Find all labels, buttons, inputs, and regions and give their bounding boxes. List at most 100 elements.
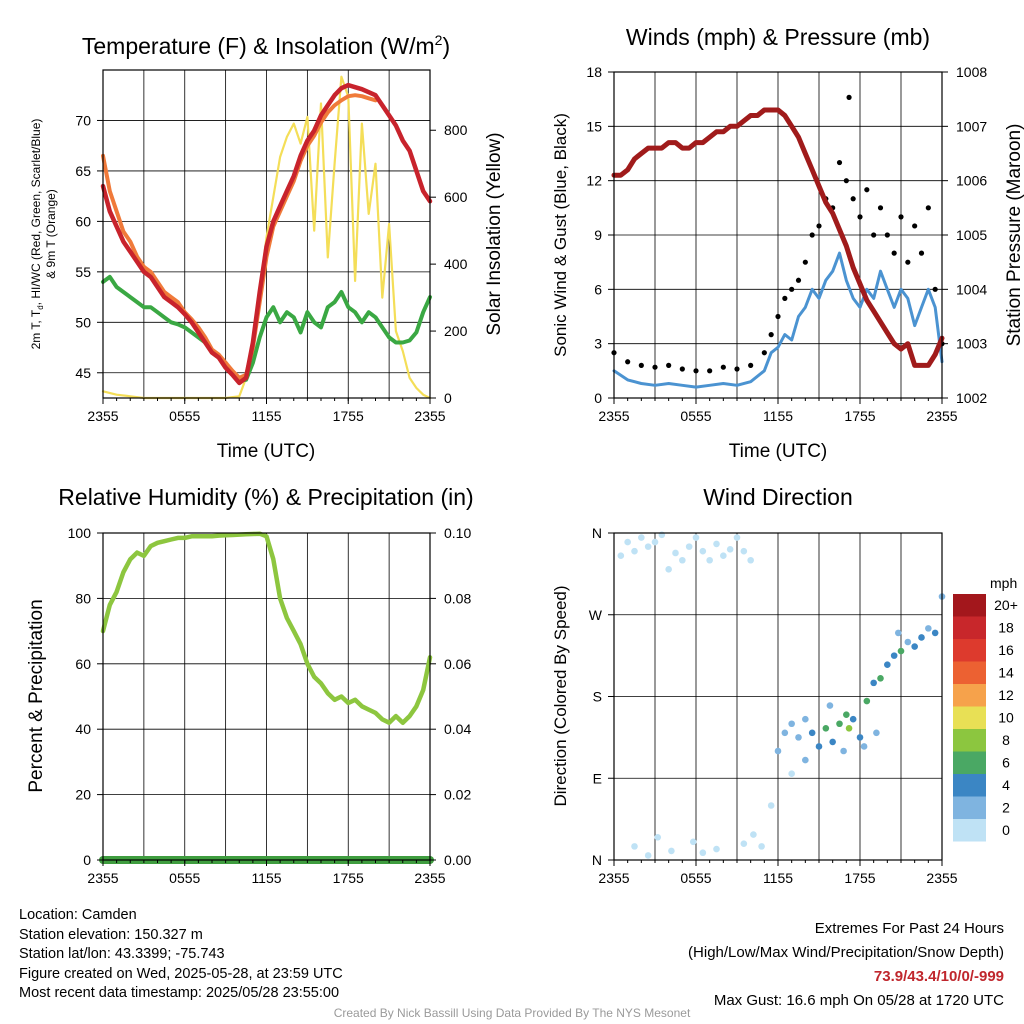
temperature-ytick-label: 65 bbox=[75, 163, 91, 179]
colorbar-swatch bbox=[953, 819, 986, 842]
direction-point bbox=[802, 715, 809, 723]
humidity-xtick-label: 0555 bbox=[169, 870, 200, 886]
temperature-xtick-label: 1755 bbox=[333, 408, 364, 424]
direction-point bbox=[884, 661, 891, 669]
direction-xtick-label: 2355 bbox=[598, 870, 629, 886]
figure-created: Figure created on Wed, 2025-05-28, at 23… bbox=[19, 965, 343, 982]
temperature-xtick-label: 2355 bbox=[414, 408, 445, 424]
direction-point bbox=[644, 543, 652, 550]
direction-point bbox=[689, 838, 697, 846]
humidity-ytick-label: 0.02 bbox=[444, 787, 471, 803]
gust-point bbox=[918, 250, 925, 256]
direction-xtick-label: 0555 bbox=[680, 870, 711, 886]
direction-point bbox=[877, 675, 884, 682]
winds-ytick-label: 15 bbox=[586, 118, 602, 134]
winds-ytick-label: 1006 bbox=[956, 173, 987, 189]
colorbar-swatch bbox=[953, 796, 986, 819]
gust-point bbox=[707, 368, 713, 374]
winds-ytick-label: 1004 bbox=[956, 281, 987, 297]
colorbar-label: 20+ bbox=[994, 597, 1018, 613]
direction-point bbox=[624, 538, 631, 546]
temperature-ytick-label: 0 bbox=[444, 390, 452, 406]
humidity-panel: Relative Humidity (%) & Precipitation (i… bbox=[26, 484, 474, 886]
temperature-ylabel-right: Solar Insolation (Yellow) bbox=[484, 132, 505, 335]
temperature-ytick-label: 600 bbox=[444, 189, 468, 205]
direction-ticks: 2355 0555 1155 1755 2355 N E S W N bbox=[589, 525, 958, 886]
direction-point bbox=[699, 547, 707, 555]
gust-point bbox=[816, 223, 822, 229]
colorbar-label: 10 bbox=[998, 710, 1014, 726]
direction-point bbox=[617, 552, 625, 560]
direction-title: Wind Direction bbox=[703, 484, 853, 510]
winds-ytick-label: 6 bbox=[594, 281, 602, 297]
direction-point bbox=[720, 552, 727, 560]
direction-point bbox=[802, 756, 809, 764]
gust-point bbox=[891, 250, 897, 256]
direction-point bbox=[808, 729, 816, 737]
colorbar-swatch bbox=[953, 751, 986, 774]
station-location: Location: Camden bbox=[19, 907, 137, 923]
direction-point bbox=[631, 843, 638, 850]
humidity-ytick-label: 40 bbox=[75, 721, 91, 737]
colorbar-swatch bbox=[953, 616, 986, 639]
humidity-grid bbox=[103, 533, 430, 860]
direction-point bbox=[860, 743, 868, 750]
temperature-ylabel-left: 2m T, Td, HI/WC (Red, Green, Scarlet/Blu… bbox=[29, 119, 45, 350]
winds-sonic-line bbox=[612, 251, 944, 389]
winds-ytick-label: 3 bbox=[594, 336, 602, 352]
humidity-ytick-label: 60 bbox=[75, 656, 91, 672]
humidity-ytick-label: 0.10 bbox=[444, 525, 471, 541]
winds-panel: Winds (mph) & Pressure (mb) 2355 0555 1155… bbox=[551, 24, 1024, 462]
temperature-xtick-label: 0555 bbox=[169, 408, 200, 424]
humidity-ytick-label: 80 bbox=[75, 590, 91, 606]
gust-point bbox=[789, 286, 795, 292]
gust-point bbox=[912, 223, 918, 229]
direction-point bbox=[795, 734, 802, 741]
winds-ytick-label: 0 bbox=[594, 390, 602, 406]
colorbar-label: 4 bbox=[1002, 777, 1010, 793]
gust-point bbox=[782, 295, 788, 301]
direction-point bbox=[740, 840, 748, 847]
humidity-xtick-label: 2355 bbox=[414, 870, 445, 886]
direction-point bbox=[894, 629, 902, 637]
colorbar-label: 8 bbox=[1002, 732, 1010, 748]
direction-point bbox=[713, 845, 720, 853]
winds-xtick-label: 0555 bbox=[680, 408, 711, 424]
colorbar-swatch bbox=[953, 774, 986, 797]
direction-point bbox=[863, 697, 871, 705]
gust-point bbox=[836, 159, 843, 166]
station-latlon: Station lat/lon: 43.3399; -75.743 bbox=[19, 946, 225, 962]
direction-point bbox=[788, 770, 795, 778]
direction-point bbox=[897, 647, 905, 655]
direction-point bbox=[843, 711, 850, 718]
gust-point bbox=[666, 362, 672, 368]
colorbar-swatch bbox=[953, 639, 986, 662]
direction-ylabel-left: Direction (Colored By Speed) bbox=[551, 585, 570, 806]
colorbar-swatch bbox=[953, 684, 986, 707]
winds-ytick-label: 1008 bbox=[956, 64, 987, 80]
direction-ytick-label: E bbox=[593, 770, 602, 786]
extremes-values: 73.9/43.4/10/0/-999 bbox=[873, 968, 1004, 985]
humidity-ytick-label: 20 bbox=[75, 787, 91, 803]
gust-point bbox=[802, 259, 808, 265]
gust-point bbox=[864, 187, 870, 193]
credit-line: Created By Nick Bassill Using Data Provi… bbox=[333, 1006, 691, 1020]
gust-point bbox=[638, 362, 644, 368]
direction-point bbox=[767, 802, 775, 809]
direction-point bbox=[822, 724, 830, 732]
direction-point bbox=[713, 540, 720, 548]
direction-point bbox=[904, 638, 912, 646]
gust-point bbox=[898, 214, 904, 220]
direction-point bbox=[925, 625, 932, 632]
gust-point bbox=[905, 259, 911, 265]
direction-point bbox=[679, 556, 686, 564]
gust-point bbox=[748, 362, 754, 368]
humidity-ytick-label: 0.04 bbox=[444, 721, 471, 737]
gust-point bbox=[625, 359, 631, 365]
colorbar-label: 16 bbox=[998, 642, 1014, 658]
humidity-ytick-label: 0.00 bbox=[444, 852, 471, 868]
winds-ytick-label: 9 bbox=[594, 227, 602, 243]
winds-xlabel: Time (UTC) bbox=[729, 441, 828, 462]
direction-point bbox=[685, 543, 693, 550]
humidity-xtick-label: 1155 bbox=[251, 870, 281, 886]
